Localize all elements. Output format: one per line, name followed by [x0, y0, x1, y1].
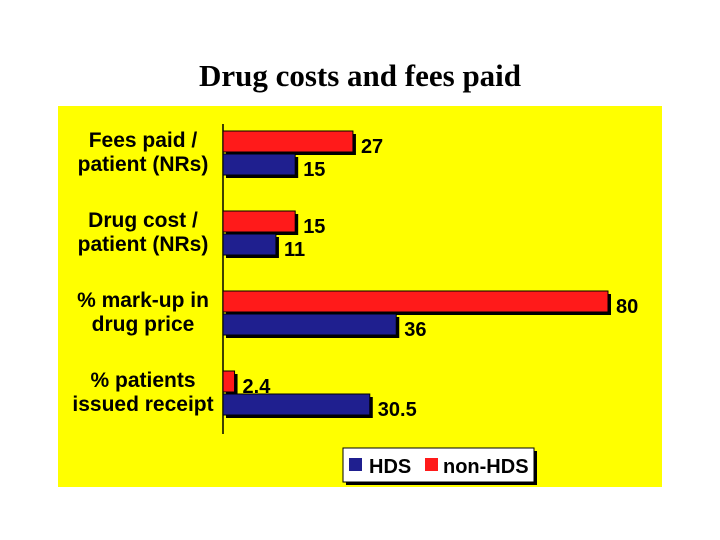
- bar-non-hds: [222, 370, 236, 393]
- legend-label-non-hds: non-HDS: [443, 456, 529, 478]
- bar-hds: [222, 233, 277, 256]
- category-label-line: patient (NRs): [78, 233, 209, 256]
- legend: HDS non-HDS: [342, 447, 537, 485]
- legend-swatch-hds: [349, 458, 362, 471]
- value-label: 80: [616, 296, 638, 318]
- value-label: 30.5: [378, 399, 417, 421]
- category-label: Drug cost / patient (NRs): [78, 209, 209, 256]
- category-label-line: patient (NRs): [78, 153, 209, 176]
- category-labels: Fees paid / patient (NRs)Drug cost / patie…: [72, 129, 213, 416]
- legend-swatch-non-hds: [425, 458, 438, 471]
- chart-title: Drug costs and fees paid: [198, 58, 522, 93]
- value-label: 15: [303, 216, 325, 238]
- value-label: 27: [361, 136, 383, 158]
- legend-box: [342, 447, 535, 483]
- bar-non-hds: [222, 210, 296, 233]
- category-label-line: Fees paid /: [89, 129, 198, 152]
- bars: [222, 130, 611, 418]
- bar-non-hds: [222, 290, 609, 313]
- category-label-line: drug price: [92, 313, 195, 336]
- value-label: 2.4: [243, 376, 272, 398]
- legend-label-hds: HDS: [369, 456, 411, 478]
- bar-hds: [222, 313, 397, 336]
- value-label: 15: [303, 159, 325, 181]
- category-label-line: % mark-up in: [77, 289, 209, 312]
- category-label: % patients issued receipt: [72, 369, 213, 416]
- category-label-line: issued receipt: [72, 393, 213, 416]
- bar-hds: [222, 393, 371, 416]
- bar-hds: [222, 153, 296, 176]
- category-label-line: Drug cost /: [88, 209, 198, 232]
- category-label: % mark-up in drug price: [77, 289, 209, 336]
- bar-non-hds: [222, 130, 354, 153]
- value-label: 11: [284, 239, 305, 261]
- value-label: 36: [404, 319, 426, 341]
- category-label-line: % patients: [90, 369, 195, 392]
- category-label: Fees paid / patient (NRs): [78, 129, 209, 176]
